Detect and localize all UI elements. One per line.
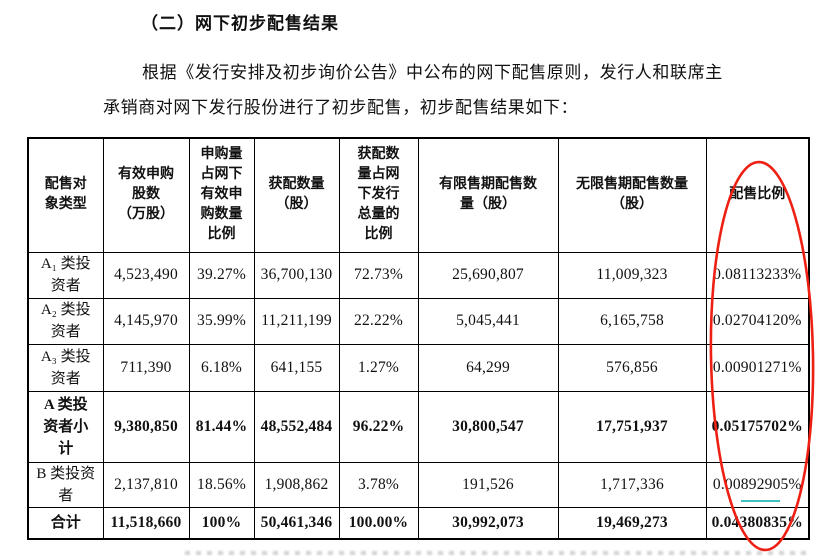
cell-value: 19,469,273 [557,506,707,540]
col-header-unrestricted-shares: 无限售期配售数量 （股） [557,137,707,253]
table-row-a1: A₁ 类投 资者 4,523,490 39.27% 36,700,130 72.… [27,251,810,299]
cell-value: 0.08113233% [705,251,810,299]
cell-value: 2,137,810 [102,461,190,508]
cell-value: 1.27% [338,343,419,392]
cell-value: 0.04380835% [705,506,810,540]
cell-value: 3.78% [338,461,419,508]
col-header-investor-type: 配售对 象类型 [27,137,104,253]
col-header-valid-subscription: 有效申购 股数 （万股） [102,137,190,253]
cell-value: 30,992,073 [417,506,559,540]
cell-value: 25,690,807 [417,251,559,299]
cell-label: B 类投资 者 [27,461,104,508]
paragraph-line-2: 承销商对网下发行股份进行了初步配售，初步配售结果如下： [103,98,579,117]
cell-value: 39.27% [188,251,255,299]
col-header-subscription-ratio: 申购量 占网下 有效申 购数量 比例 [188,137,255,253]
table-header-row: 配售对 象类型 有效申购 股数 （万股） 申购量 占网下 有效申 购数量 比例 … [27,137,810,253]
table-row-total: 合计 11,518,660 100% 50,461,346 100.00% 30… [27,506,810,540]
cell-value: 18.56% [188,461,255,508]
cell-value: 576,856 [557,343,707,392]
cell-value: 1,717,336 [557,461,707,508]
cell-value: 17,751,937 [557,390,707,463]
cell-value: 9,380,850 [102,390,190,463]
paragraph-line-1: 根据《发行安排及初步询价公告》中公布的网下配售原则，发行人和联席主 [142,63,723,82]
highlight-underline [741,500,780,502]
cell-value: 6,165,758 [557,297,707,345]
allocation-result-table: 配售对 象类型 有效申购 股数 （万股） 申购量 占网下 有效申 购数量 比例 … [27,137,810,540]
cell-value: 96.22% [338,390,419,463]
col-header-restricted-shares: 有限售期配售数 量（股） [417,137,559,253]
cell-value: 0.05175702% [705,390,810,463]
cell-value: 100.00% [338,506,419,540]
col-header-allocated-shares: 获配数量 （股） [253,137,340,253]
col-header-placement-ratio: 配售比例 [705,137,810,253]
cell-value: 64,299 [417,343,559,392]
cell-value: 81.44% [188,390,255,463]
cell-value: 30,800,547 [417,390,559,463]
table-row-b: B 类投资 者 2,137,810 18.56% 1,908,862 3.78%… [27,461,810,508]
cell-value: 11,518,660 [102,506,190,540]
table-row-a3: A₃ 类投 资者 711,390 6.18% 641,155 1.27% 64,… [27,343,810,392]
cell-label: A₂ 类投 资者 [27,297,104,345]
cell-value: 100% [188,506,255,540]
cell-value: 5,045,441 [417,297,559,345]
cell-value: 22.22% [338,297,419,345]
cell-value: 11,009,323 [557,251,707,299]
col-header-allocated-ratio: 获配数 量占网 下发行 总量的 比例 [338,137,419,253]
cell-value: 0.02704120% [705,297,810,345]
cell-label: A₁ 类投 资者 [27,251,104,299]
cell-value: 48,552,484 [253,390,340,463]
cell-value: 35.99% [188,297,255,345]
cell-value: 72.73% [338,251,419,299]
cell-label: A 类投 资者小 计 [27,390,104,463]
cell-value: 4,523,490 [102,251,190,299]
cell-value: 641,155 [253,343,340,392]
cell-value: 711,390 [102,343,190,392]
table-row-a-subtotal: A 类投 资者小 计 9,380,850 81.44% 48,552,484 9… [27,390,810,463]
cell-label: A₃ 类投 资者 [27,343,104,392]
page-bleed-artifact [185,551,810,555]
cell-value: 191,526 [417,461,559,508]
cell-value: 4,145,970 [102,297,190,345]
cell-value: 6.18% [188,343,255,392]
cell-label: 合计 [27,506,104,540]
cell-value: 36,700,130 [253,251,340,299]
cell-value: 0.00901271% [705,343,810,392]
cell-value: 1,908,862 [253,461,340,508]
cell-value: 50,461,346 [253,506,340,540]
cell-value: 11,211,199 [253,297,340,345]
table-row-a2: A₂ 类投 资者 4,145,970 35.99% 11,211,199 22.… [27,297,810,345]
section-heading: （二）网下初步配售结果 [141,14,339,33]
